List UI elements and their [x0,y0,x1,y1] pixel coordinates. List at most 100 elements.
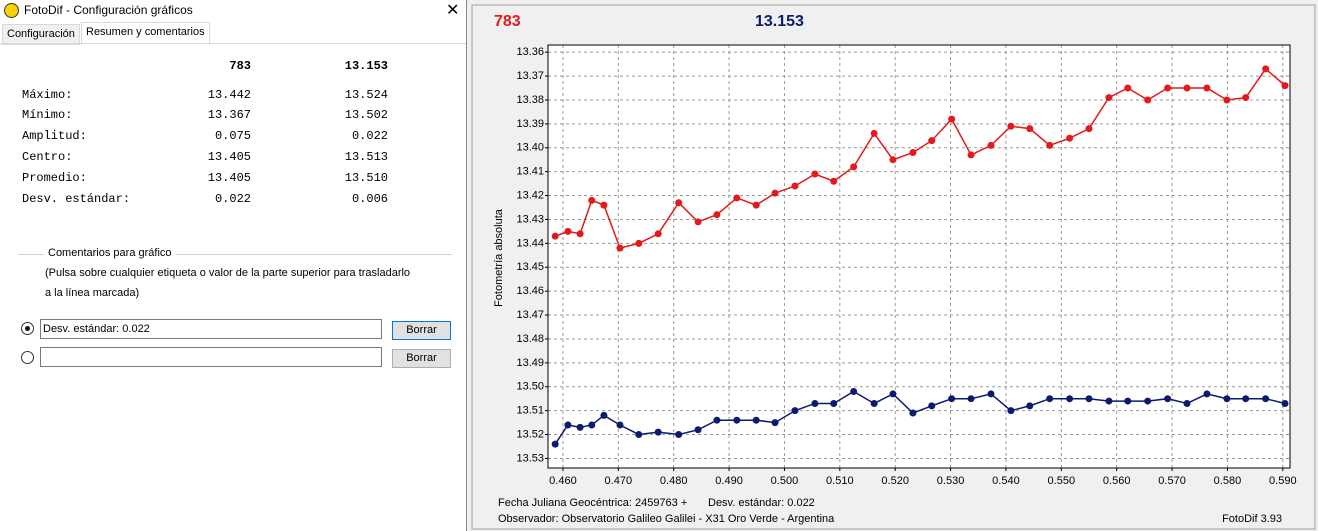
close-button[interactable]: ✕ [446,2,460,19]
window-title: FotoDif - Configuración gráficos [24,3,193,17]
summary-value[interactable]: 13.405 [207,150,251,164]
group-line [18,254,452,255]
data-point [1007,407,1015,415]
x-tick-label: 0.590 [1269,475,1297,487]
summary-label[interactable]: Amplitud: [22,129,87,143]
title-bar: FotoDif - Configuración gráficos ✕ [0,0,466,21]
radio-selected[interactable] [21,322,34,335]
data-point [928,137,936,145]
summary-value[interactable]: 13.510 [344,171,388,185]
data-point [1066,395,1074,403]
data-point [1046,395,1054,403]
data-point [733,194,741,202]
data-point [588,196,596,204]
summary-label[interactable]: Máximo: [22,88,73,102]
column-header[interactable]: 783 [229,59,251,73]
x-tick-label: 0.480 [660,475,688,487]
tab[interactable]: Configuración [2,24,80,45]
summary-label[interactable]: Promedio: [22,171,87,185]
data-point [889,156,897,164]
data-point [967,395,975,403]
summary-value[interactable]: 0.022 [351,129,388,143]
y-tick-label: 13.47 [516,309,544,321]
data-point [1144,96,1152,104]
clear-button[interactable]: Borrar [392,349,451,368]
summary-label[interactable]: Centro: [22,150,73,164]
y-tick-label: 13.46 [516,285,544,297]
data-point [791,182,799,190]
app-icon [4,3,19,18]
data-point [948,395,956,403]
data-point [967,151,975,159]
data-point [551,232,559,240]
x-tick-label: 0.580 [1214,475,1242,487]
config-window: FotoDif - Configuración gráficos ✕ Confi… [0,0,467,531]
data-point [713,211,721,219]
summary-value[interactable]: 0.075 [214,129,251,143]
summary-value[interactable]: 0.022 [214,192,251,206]
comment-input[interactable] [40,347,382,367]
data-point [564,421,572,429]
y-tick-label: 13.43 [516,213,544,225]
summary-value[interactable]: 13.524 [344,88,388,102]
x-tick-label: 0.490 [715,475,743,487]
data-point [1164,84,1172,92]
data-point [713,416,721,424]
summary-label[interactable]: Desv. estándar: [22,192,131,206]
data-point [771,189,779,197]
data-point [1183,84,1191,92]
clear-button[interactable]: Borrar [392,321,451,340]
radio[interactable] [21,351,34,364]
x-tick-label: 0.470 [605,475,633,487]
summary-value[interactable]: 13.405 [207,171,251,185]
data-point [1281,82,1289,90]
data-point [1183,399,1191,407]
x-tick-label: 0.530 [937,475,965,487]
x-tick-label: 0.550 [1048,475,1076,487]
x-tick-label: 0.570 [1158,475,1186,487]
instructions: a la línea marcada) [45,287,140,299]
summary-value[interactable]: 13.367 [207,108,251,122]
data-point [909,409,917,417]
data-point [1223,96,1231,104]
data-point [830,177,838,185]
series-line [554,390,1286,445]
column-header[interactable]: 13.153 [344,59,388,73]
y-tick-label: 13.38 [516,94,544,106]
y-tick-label: 13.37 [516,70,544,82]
data-point [987,390,995,398]
summary-value[interactable]: 13.513 [344,150,388,164]
footer-text: FotoDif 3.93 [1222,513,1282,525]
legend-entry[interactable]: 783 [494,13,521,30]
data-point [870,399,878,407]
group-legend: Comentarios para gráfico [44,247,176,259]
plot-border [547,44,1291,469]
data-point [1242,94,1250,102]
data-point [1007,122,1015,130]
y-tick-label: 13.41 [516,166,544,178]
data-point [1203,390,1211,398]
x-tick-label: 0.560 [1103,475,1131,487]
comment-input[interactable]: Desv. estándar: 0.022 [40,319,382,339]
data-point [791,407,799,415]
y-tick-label: 13.39 [516,118,544,130]
summary-label[interactable]: Mínimo: [22,108,73,122]
summary-value[interactable]: 0.006 [351,192,388,206]
x-tick-label: 0.510 [826,475,854,487]
data-point [1242,395,1250,403]
legend-entry[interactable]: 13.153 [755,13,804,30]
summary-value[interactable]: 13.442 [207,88,251,102]
instructions: (Pulsa sobre cualquier etiqueta o valor … [45,267,411,279]
data-point [889,390,897,398]
tab-active[interactable]: Resumen y comentarios [81,22,210,45]
chart: 783 13.153 Fotometría absoluta Fecha Jul… [471,4,1316,530]
summary-value[interactable]: 13.502 [344,108,388,122]
tab-border [0,43,466,44]
data-point [564,227,572,235]
data-point [1281,399,1289,407]
data-point [654,230,662,238]
data-point [771,419,779,427]
data-point [1262,395,1270,403]
data-point [635,239,643,247]
